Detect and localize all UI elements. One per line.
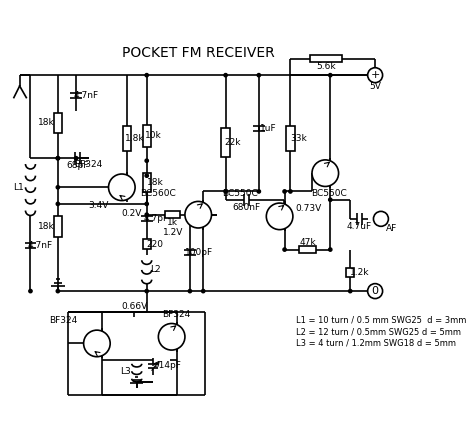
Text: 0.73V: 0.73V [296,203,322,213]
Circle shape [201,289,205,293]
Circle shape [224,74,228,77]
Text: 680nF: 680nF [232,203,260,212]
Circle shape [185,202,211,228]
Text: +: + [371,70,380,80]
Bar [164,211,180,218]
Circle shape [74,157,78,160]
Text: 4.7uF: 4.7uF [347,222,372,231]
Circle shape [56,289,60,293]
Circle shape [145,202,148,206]
Text: BF324: BF324 [74,160,103,169]
Circle shape [257,74,261,77]
Circle shape [374,211,388,226]
Text: 1k: 1k [167,218,178,227]
Text: AF: AF [386,224,397,233]
Circle shape [145,174,148,178]
Text: BF324: BF324 [162,310,190,319]
Text: 18k: 18k [38,119,55,128]
Bar [299,246,316,253]
Circle shape [56,157,60,160]
Bar [286,126,294,151]
Text: POCKET FM RECEIVER: POCKET FM RECEIVER [122,46,274,60]
Text: L1 = 10 turn / 0.5 mm SWG25  d = 3mm: L1 = 10 turn / 0.5 mm SWG25 d = 3mm [296,316,466,325]
Circle shape [283,190,286,193]
Text: 100pF: 100pF [185,248,213,257]
Circle shape [145,74,148,77]
Text: BF324: BF324 [50,316,78,325]
Text: BC550C: BC550C [222,190,258,198]
Text: 4.7nF: 4.7nF [28,241,53,250]
Text: 4.7nF: 4.7nF [73,91,99,99]
Text: L1: L1 [13,183,24,192]
Text: 4.7pF: 4.7pF [143,214,168,223]
Circle shape [224,190,228,193]
Circle shape [328,248,332,251]
Text: L2 = 12 turn / 0.5mm SWG25 d = 5mm: L2 = 12 turn / 0.5mm SWG25 d = 5mm [296,327,461,336]
Circle shape [145,213,148,216]
Text: 5.6k: 5.6k [316,62,336,70]
Bar [143,239,151,249]
Circle shape [328,198,332,202]
Circle shape [188,289,191,293]
Circle shape [312,160,338,186]
Text: 33k: 33k [291,134,307,143]
Bar [143,124,151,147]
Text: L3 = 4 turn / 1.2mm SWG18 d = 5mm: L3 = 4 turn / 1.2mm SWG18 d = 5mm [296,339,456,348]
Bar [143,173,151,192]
Text: BC560C: BC560C [140,190,176,198]
Circle shape [257,190,261,193]
Text: 22k: 22k [225,138,241,147]
Text: 0: 0 [372,286,379,296]
Circle shape [83,330,110,357]
Bar [54,216,62,237]
Circle shape [328,74,332,77]
Text: 1.2k: 1.2k [350,268,369,277]
Text: BC550C: BC550C [311,190,347,198]
Circle shape [368,68,383,83]
Circle shape [56,157,60,160]
Text: 3.4V: 3.4V [88,201,109,210]
Text: L3: L3 [120,367,130,376]
Circle shape [368,284,383,298]
Circle shape [29,289,32,293]
Bar [346,268,355,277]
Circle shape [289,190,292,193]
Text: 0.2V: 0.2V [122,209,142,219]
Circle shape [283,248,286,251]
Circle shape [56,186,60,189]
Text: 5V: 5V [369,83,381,91]
Text: 0.66V: 0.66V [121,301,147,310]
Text: 1uF: 1uF [260,124,276,133]
Bar [123,126,131,151]
Text: 10k: 10k [145,131,162,140]
Circle shape [145,289,148,293]
Circle shape [56,202,60,206]
Circle shape [266,203,293,230]
Text: 68pF: 68pF [67,161,89,170]
Circle shape [145,159,148,162]
Bar [54,113,62,133]
Circle shape [158,323,185,350]
Text: 18k: 18k [38,222,55,231]
Text: <14pF: <14pF [151,360,181,370]
Text: 1.8k: 1.8k [125,134,145,143]
Circle shape [109,174,135,201]
Bar [221,128,230,157]
Text: 18k: 18k [146,178,164,187]
Circle shape [348,289,352,293]
Text: 220: 220 [146,240,164,249]
Text: 1.2V: 1.2V [163,228,183,237]
Bar [310,55,342,62]
Text: 47k: 47k [299,238,316,247]
Text: L2: L2 [150,265,160,274]
